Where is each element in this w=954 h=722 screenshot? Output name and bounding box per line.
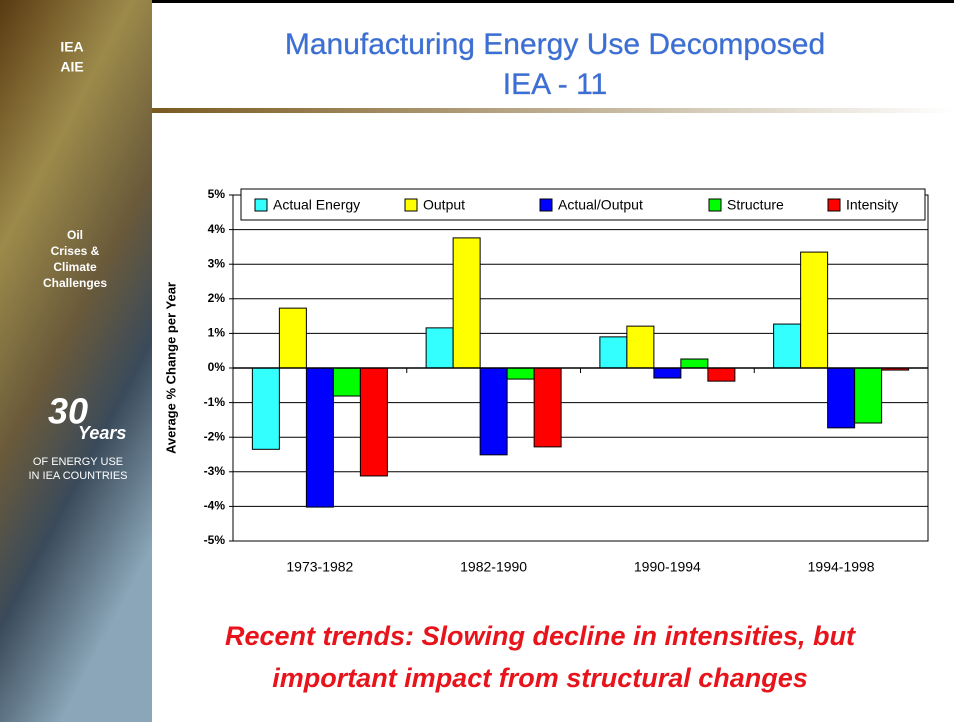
legend-label: Intensity [846, 197, 898, 213]
legend-label: Output [423, 197, 465, 213]
logo-text: IEA [60, 39, 83, 55]
badge-text: IN IEA COUNTRIES [28, 470, 127, 482]
slide-title: IEA - 11 [503, 68, 608, 101]
legend-swatch [255, 199, 267, 211]
bar [480, 368, 507, 455]
legend-swatch [828, 199, 840, 211]
bar [708, 368, 735, 381]
x-tick-label: 1982-1990 [460, 559, 527, 575]
y-tick-label: 0% [208, 360, 226, 374]
sidebar-label: Crises & [51, 244, 100, 258]
bar [600, 337, 627, 368]
bar [333, 368, 360, 396]
bar [252, 368, 279, 449]
title-rule [152, 108, 954, 113]
y-tick-label: 2% [208, 291, 226, 305]
x-tick-label: 1994-1998 [808, 559, 875, 575]
y-tick-label: 1% [208, 326, 226, 340]
legend-label: Structure [727, 197, 784, 213]
bar [801, 252, 828, 368]
legend-label: Actual Energy [273, 197, 360, 213]
y-tick-label: 3% [208, 256, 226, 270]
slide: IEA AIE Oil Crises & Climate Challenges … [0, 0, 954, 722]
sidebar-label: Climate [53, 260, 97, 274]
sidebar-label: Oil [67, 228, 83, 242]
bar [855, 368, 882, 423]
badge-text: OF ENERGY USE [33, 456, 123, 468]
y-tick-label: -1% [204, 395, 226, 409]
bar [654, 368, 681, 378]
legend-swatch [540, 199, 552, 211]
x-tick-label: 1990-1994 [634, 559, 701, 575]
bar [426, 328, 453, 368]
legend-label: Actual/Output [558, 197, 643, 213]
bar [534, 368, 561, 447]
logo-text: AIE [60, 59, 83, 75]
bar [774, 324, 801, 368]
bar [681, 359, 708, 368]
bar [306, 368, 333, 507]
y-tick-label: -5% [204, 533, 226, 547]
sidebar [0, 0, 152, 722]
bar [360, 368, 387, 476]
y-tick-label: -2% [204, 429, 226, 443]
bar [828, 368, 855, 428]
caption: important impact from structural changes [272, 663, 808, 693]
caption: Recent trends: Slowing decline in intens… [225, 621, 856, 651]
y-tick-label: -4% [204, 499, 226, 513]
slide-title: Manufacturing Energy Use Decomposed [285, 28, 825, 61]
bar [507, 368, 534, 379]
y-axis-label: Average % Change per Year [163, 282, 178, 454]
badge-word: Years [78, 423, 126, 443]
y-tick-label: -3% [204, 464, 226, 478]
bar [279, 308, 306, 368]
legend-swatch [709, 199, 721, 211]
bar [627, 326, 654, 368]
sidebar-label: Challenges [43, 276, 107, 290]
bar [453, 238, 480, 368]
legend-swatch [405, 199, 417, 211]
y-tick-label: 5% [208, 187, 226, 201]
x-tick-label: 1973-1982 [286, 559, 353, 575]
y-tick-label: 4% [208, 222, 226, 236]
